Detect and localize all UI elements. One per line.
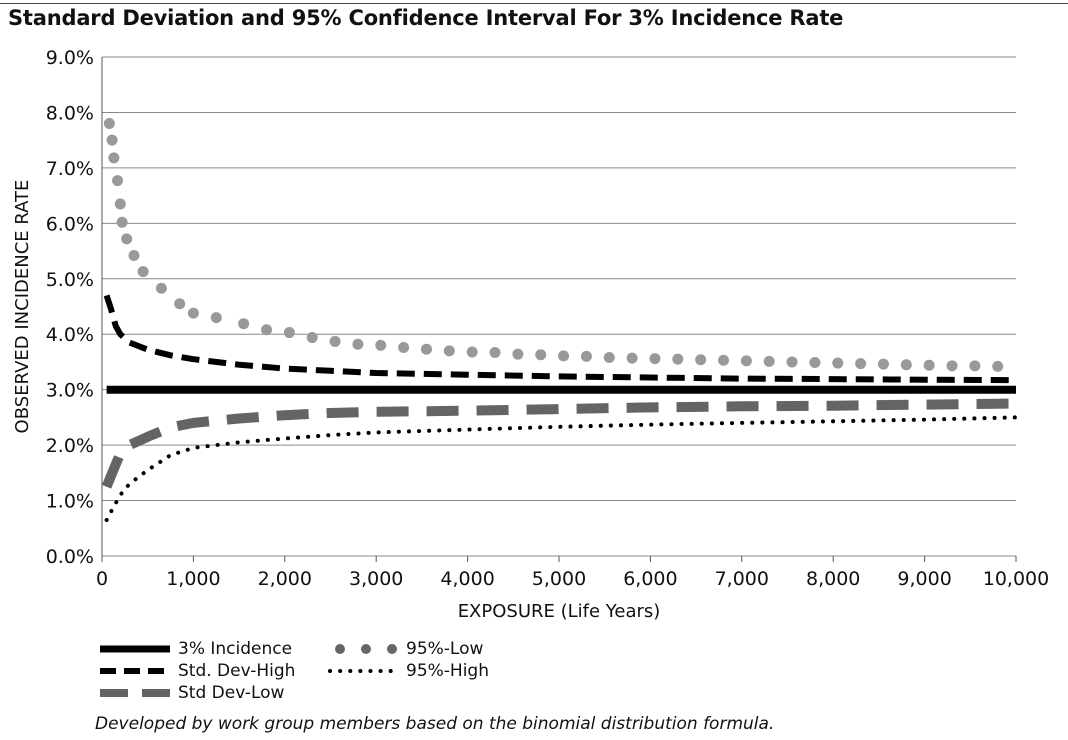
data-point bbox=[137, 266, 149, 278]
legend-item-95-low: 95%-Low bbox=[328, 638, 483, 660]
data-point bbox=[603, 352, 615, 364]
x-tick-label: 7,000 bbox=[715, 568, 769, 590]
data-point bbox=[352, 338, 364, 350]
data-point bbox=[580, 350, 592, 362]
top-rule bbox=[0, 3, 1068, 4]
data-point bbox=[923, 359, 935, 371]
data-point bbox=[261, 324, 273, 336]
legend-swatch-smalldots bbox=[328, 669, 398, 673]
series-95-low bbox=[103, 118, 1004, 372]
data-point bbox=[329, 335, 341, 347]
data-point bbox=[946, 360, 958, 372]
legend-label: 3% Incidence bbox=[178, 639, 293, 659]
data-point bbox=[855, 358, 867, 370]
legend-item-std-dev-high: Std. Dev-High bbox=[100, 660, 295, 682]
data-point bbox=[103, 118, 115, 130]
y-tick-label: 3.0% bbox=[46, 380, 94, 402]
data-point bbox=[740, 355, 752, 367]
x-tick-label: 5,000 bbox=[532, 568, 586, 590]
x-tick-label: 8,000 bbox=[806, 568, 860, 590]
data-point bbox=[306, 332, 318, 344]
data-point bbox=[718, 354, 730, 366]
data-point bbox=[155, 282, 167, 294]
data-point bbox=[535, 349, 547, 361]
y-tick-label: 5.0% bbox=[46, 269, 94, 291]
x-tick-label: 6,000 bbox=[623, 568, 677, 590]
chart-title: Standard Deviation and 95% Confidence In… bbox=[8, 6, 844, 30]
data-point bbox=[649, 353, 661, 365]
data-point bbox=[112, 175, 124, 187]
data-point bbox=[106, 134, 118, 146]
y-tick-label: 8.0% bbox=[46, 102, 94, 124]
x-tick-labels: 0 1,000 2,000 3,000 4,000 5,000 6,000 7,000 8,00… bbox=[96, 568, 1049, 590]
y-tick-label: 1.0% bbox=[46, 491, 94, 513]
data-point bbox=[512, 348, 524, 360]
data-point bbox=[174, 298, 186, 310]
legend-label: Std. Dev-High bbox=[178, 661, 296, 681]
data-point bbox=[116, 216, 128, 228]
data-point bbox=[992, 360, 1004, 372]
data-point bbox=[283, 327, 295, 339]
legend-swatch-longdash bbox=[100, 689, 170, 697]
data-point bbox=[128, 249, 140, 261]
x-tick-label: 3,000 bbox=[349, 568, 403, 590]
data-point bbox=[877, 358, 889, 370]
data-point bbox=[121, 233, 133, 245]
y-tick-label: 7.0% bbox=[46, 158, 94, 180]
legend-swatch-solid bbox=[100, 645, 170, 653]
data-point bbox=[558, 350, 570, 362]
legend-label: 95%-High bbox=[406, 661, 489, 681]
x-tick-label: 10,000 bbox=[983, 568, 1049, 590]
y-axis-label: OBSERVED INCIDENCE RATE bbox=[12, 180, 33, 434]
data-point bbox=[398, 342, 410, 354]
legend-swatch-bigdots bbox=[335, 644, 397, 654]
y-tick-labels: 0.0% 1.0% 2.0% 3.0% 4.0% 5.0% 6.0% 7.0% 8.0% 9.0% bbox=[46, 47, 94, 568]
data-point bbox=[210, 312, 222, 324]
source-note: Developed by work group members based on… bbox=[95, 714, 775, 734]
legend-item-95-high: 95%-High bbox=[328, 660, 489, 682]
data-point bbox=[672, 353, 684, 365]
data-point bbox=[969, 360, 981, 372]
series-95-high bbox=[104, 415, 1018, 522]
series-lines bbox=[101, 118, 1018, 522]
data-point bbox=[238, 318, 250, 330]
data-point bbox=[466, 346, 478, 358]
y-tick-label: 9.0% bbox=[46, 47, 94, 69]
data-point bbox=[114, 198, 126, 210]
y-tick-label: 4.0% bbox=[46, 324, 94, 346]
x-tick-label: 2,000 bbox=[258, 568, 312, 590]
legend-item-std-dev-low: Std Dev-Low bbox=[100, 682, 284, 704]
data-point bbox=[187, 307, 199, 319]
legend-label: 95%-Low bbox=[406, 639, 484, 659]
x-tick-label: 0 bbox=[96, 568, 108, 590]
data-point bbox=[626, 352, 638, 364]
x-tick-label: 9,000 bbox=[897, 568, 951, 590]
series-std-dev-high bbox=[103, 294, 1017, 384]
data-point bbox=[809, 356, 821, 368]
y-tick-label: 0.0% bbox=[46, 546, 94, 568]
x-tick-label: 1,000 bbox=[166, 568, 220, 590]
x-axis-label: EXPOSURE (Life Years) bbox=[458, 601, 661, 622]
data-point bbox=[832, 357, 844, 369]
data-point bbox=[443, 345, 455, 357]
legend-swatch-dashed bbox=[100, 668, 170, 674]
data-point bbox=[375, 339, 387, 351]
data-point bbox=[489, 347, 501, 359]
legend-label: Std Dev-Low bbox=[178, 683, 285, 703]
data-point bbox=[900, 359, 912, 371]
data-point bbox=[786, 356, 798, 368]
series-std-dev-low bbox=[101, 398, 1017, 489]
data-point bbox=[695, 354, 707, 366]
y-tick-label: 6.0% bbox=[46, 213, 94, 235]
data-point bbox=[108, 152, 120, 164]
legend-item-3pct-incidence: 3% Incidence bbox=[100, 638, 292, 660]
y-tick-label: 2.0% bbox=[46, 435, 94, 457]
legend: 3% Incidence Std. Dev-High Std Dev-Low 9… bbox=[100, 636, 520, 704]
data-point bbox=[420, 343, 432, 355]
gridlines bbox=[101, 56, 1017, 562]
data-point bbox=[763, 355, 775, 367]
x-tick-label: 4,000 bbox=[440, 568, 494, 590]
